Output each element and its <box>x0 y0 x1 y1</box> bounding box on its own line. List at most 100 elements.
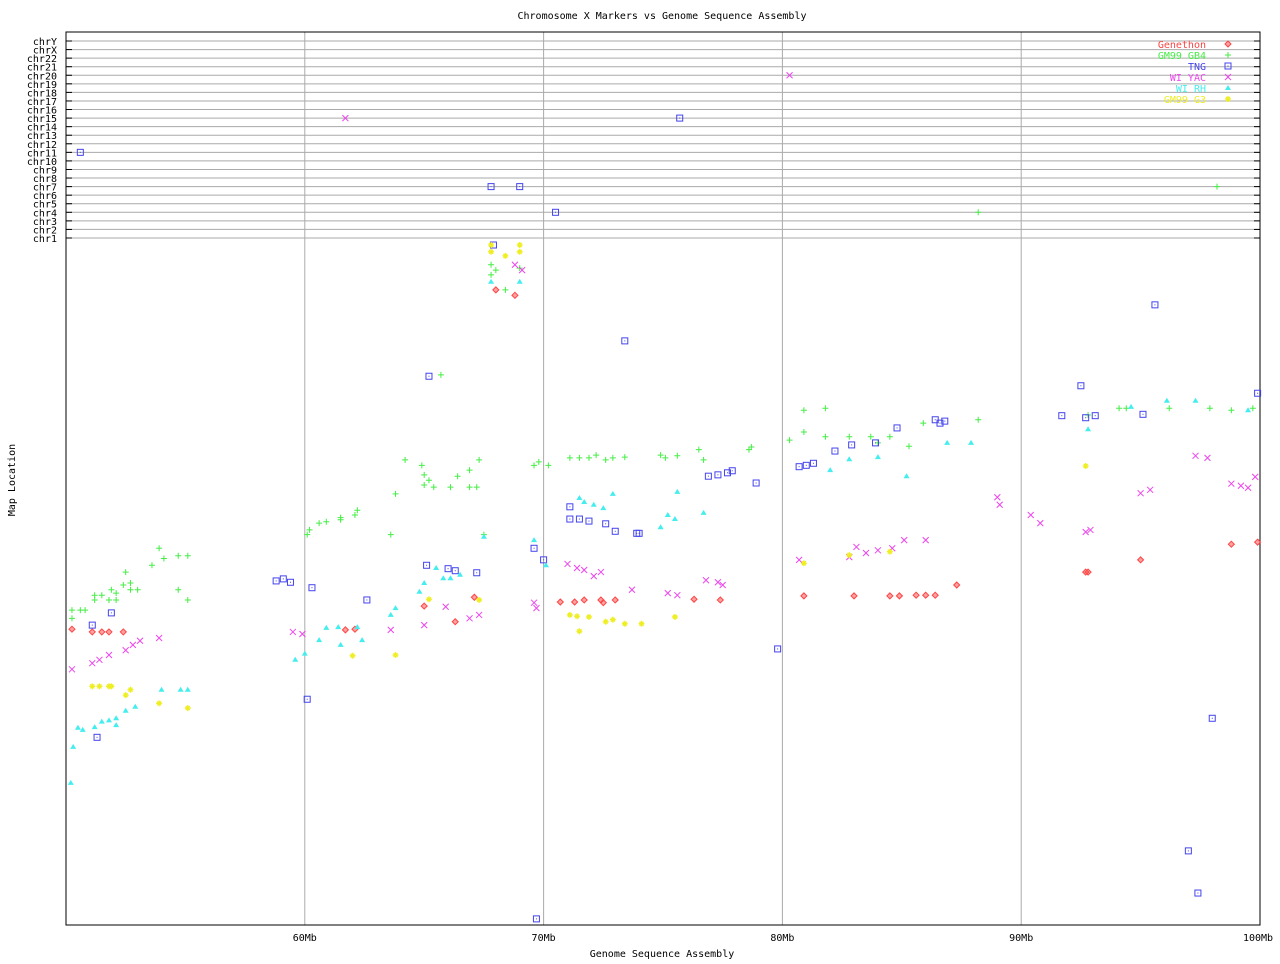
data-point <box>127 686 134 693</box>
data-point <box>714 471 722 479</box>
data-point <box>184 686 191 692</box>
data-point <box>155 634 163 642</box>
legend-label: TNG <box>1188 62 1206 73</box>
data-point <box>392 490 399 497</box>
data-point <box>621 620 628 627</box>
data-point <box>184 705 191 712</box>
data-point <box>93 733 101 741</box>
data-point <box>480 533 487 539</box>
data-point <box>337 641 344 647</box>
data-point <box>886 548 893 555</box>
data-point <box>107 609 115 617</box>
x-axis-label: Genome Sequence Assembly <box>590 949 735 960</box>
data-point <box>1208 714 1216 722</box>
data-point <box>975 416 982 423</box>
data-point <box>392 652 399 659</box>
data-point <box>850 592 858 600</box>
data-point <box>975 209 982 216</box>
data-point <box>1214 183 1221 190</box>
chromosome-label: chr12 <box>27 140 57 151</box>
data-point <box>599 598 608 607</box>
data-point <box>695 446 702 453</box>
data-point <box>905 443 912 450</box>
data-point <box>487 183 495 191</box>
data-point <box>1163 397 1170 403</box>
data-point <box>676 114 684 122</box>
data-point <box>105 651 113 659</box>
data-point <box>105 717 112 723</box>
data-point <box>1204 454 1211 462</box>
data-point <box>423 561 431 569</box>
data-point <box>349 652 356 659</box>
data-point <box>1166 405 1173 412</box>
data-point <box>306 526 313 533</box>
series-wi-yac <box>68 71 1259 673</box>
data-point <box>160 555 167 562</box>
data-point <box>444 565 452 573</box>
data-point <box>530 544 538 552</box>
series-tng <box>76 114 1262 923</box>
data-point <box>91 592 98 599</box>
data-point <box>79 726 86 732</box>
legend-label: WI RH <box>1176 84 1206 95</box>
data-point <box>420 621 428 629</box>
data-point <box>511 291 519 300</box>
data-point <box>674 452 681 459</box>
data-point <box>354 624 361 630</box>
data-point <box>846 433 853 440</box>
data-point <box>593 452 600 459</box>
data-point <box>88 628 96 636</box>
data-point <box>156 545 163 552</box>
chromosome-label: chr7 <box>33 183 57 194</box>
data-point <box>470 593 479 601</box>
data-point <box>437 371 444 378</box>
data-point <box>621 454 628 461</box>
data-point <box>545 462 552 469</box>
data-point <box>585 613 592 620</box>
data-point <box>430 484 437 491</box>
chromosome-label: chr10 <box>27 157 57 168</box>
data-point <box>1139 410 1147 418</box>
data-point <box>564 560 571 568</box>
data-point <box>574 613 581 620</box>
data-point <box>447 575 454 581</box>
data-point <box>602 618 609 625</box>
data-point <box>575 515 583 523</box>
data-point <box>68 615 75 622</box>
data-point <box>802 461 810 469</box>
data-point <box>1082 463 1089 469</box>
data-point <box>68 625 76 633</box>
data-point <box>700 509 707 515</box>
data-point <box>425 596 432 603</box>
data-point <box>581 499 588 505</box>
data-point <box>1228 407 1235 414</box>
data-point <box>175 552 182 559</box>
data-point <box>122 692 129 699</box>
data-point <box>953 581 961 589</box>
data-point <box>316 637 323 643</box>
data-point <box>609 616 616 623</box>
data-point <box>74 724 81 730</box>
chromosome-label: chr20 <box>27 71 57 82</box>
data-point <box>809 459 817 467</box>
data-point <box>566 515 574 523</box>
series-gm99-g3 <box>89 242 1089 712</box>
data-point <box>96 656 103 664</box>
data-point <box>136 637 144 645</box>
data-point <box>900 536 908 544</box>
data-point <box>127 579 134 586</box>
data-point <box>1227 480 1235 488</box>
data-point <box>105 596 112 603</box>
data-point <box>573 564 581 572</box>
data-point <box>454 473 461 480</box>
data-point <box>874 546 882 554</box>
data-point <box>1058 412 1066 420</box>
data-point <box>657 524 664 530</box>
data-point <box>76 148 84 156</box>
data-point <box>903 473 910 479</box>
data-point <box>602 456 609 463</box>
data-point <box>354 507 361 514</box>
x-tick-label: 70Mb <box>532 933 556 944</box>
data-point <box>351 511 358 518</box>
